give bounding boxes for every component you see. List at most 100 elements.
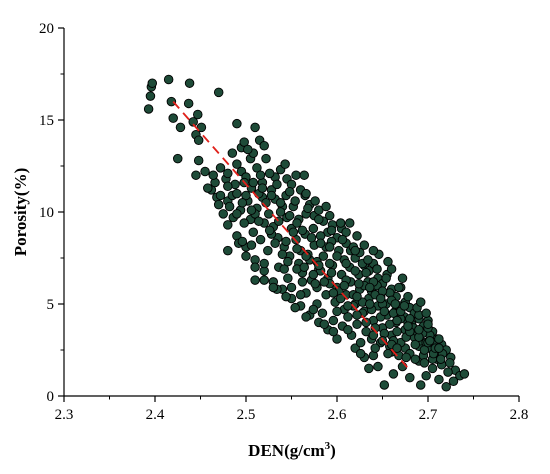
data-point xyxy=(255,234,266,245)
y-axis-ticks: 0 5 10 15 20 xyxy=(39,21,64,405)
data-point xyxy=(419,345,430,355)
data-point xyxy=(328,315,339,326)
data-point xyxy=(224,201,235,212)
data-point xyxy=(147,78,158,88)
data-point xyxy=(223,245,233,256)
data-point xyxy=(308,269,319,280)
data-point xyxy=(324,242,335,252)
data-point xyxy=(448,376,459,387)
data-point xyxy=(166,96,177,107)
data-point xyxy=(196,122,207,133)
x-axis-title-main: DEN(g/cm xyxy=(248,441,324,460)
data-point xyxy=(213,87,224,98)
data-point xyxy=(324,258,335,269)
data-point xyxy=(388,369,399,379)
data-point xyxy=(268,282,279,293)
data-point xyxy=(253,216,264,226)
data-point xyxy=(163,74,174,85)
data-point xyxy=(343,325,353,335)
data-point xyxy=(315,238,326,249)
data-point xyxy=(255,170,266,180)
data-point xyxy=(188,117,198,127)
data-point xyxy=(415,380,426,390)
data-point xyxy=(232,118,242,129)
data-point xyxy=(232,188,242,199)
data-point xyxy=(321,201,331,212)
data-point xyxy=(306,233,317,243)
x-tick-label: 2.4 xyxy=(146,407,165,423)
data-point xyxy=(365,282,375,293)
data-point xyxy=(263,245,273,256)
data-point xyxy=(270,238,280,249)
data-point xyxy=(425,336,435,346)
data-point xyxy=(443,367,453,377)
data-point xyxy=(246,240,257,250)
data-point xyxy=(297,225,308,236)
data-point xyxy=(419,358,430,368)
data-point xyxy=(257,183,268,193)
data-point xyxy=(335,218,346,228)
data-point xyxy=(288,227,299,237)
data-point xyxy=(337,234,348,245)
data-point xyxy=(355,348,366,359)
data-point xyxy=(361,267,371,278)
data-point xyxy=(295,290,306,300)
data-point xyxy=(213,199,224,210)
data-point xyxy=(341,258,351,269)
data-point xyxy=(435,354,446,364)
data-point xyxy=(227,148,238,158)
data-point xyxy=(292,218,302,228)
data-point xyxy=(237,236,248,247)
data-point xyxy=(392,315,402,326)
data-point xyxy=(246,205,257,215)
data-point xyxy=(203,183,213,193)
data-point xyxy=(250,122,260,133)
data-point xyxy=(394,282,404,293)
data-point xyxy=(350,266,360,276)
data-point xyxy=(303,203,313,214)
data-point xyxy=(359,240,370,250)
data-point xyxy=(383,348,393,359)
data-point xyxy=(248,177,259,188)
data-point xyxy=(352,310,362,320)
data-point xyxy=(361,317,371,328)
data-point xyxy=(284,210,295,221)
data-point xyxy=(352,291,362,302)
data-point xyxy=(401,352,411,363)
data-point xyxy=(264,168,275,179)
data-point xyxy=(392,326,402,337)
data-point xyxy=(279,264,289,274)
data-point xyxy=(259,258,269,269)
data-point xyxy=(299,170,309,180)
data-points xyxy=(143,74,470,392)
data-point xyxy=(250,262,260,272)
data-point xyxy=(445,358,455,368)
y-axis-title: Porosity(%) xyxy=(11,168,30,256)
data-point xyxy=(324,210,335,221)
x-tick-label: 2.5 xyxy=(237,407,256,423)
data-point xyxy=(292,244,302,254)
data-point xyxy=(215,163,226,173)
data-point xyxy=(184,78,195,88)
data-point xyxy=(280,159,290,169)
data-point xyxy=(343,301,353,311)
data-point xyxy=(193,155,204,166)
y-tick-label: 10 xyxy=(39,205,54,221)
data-point xyxy=(248,227,259,237)
x-axis-title-superscript: 3 xyxy=(325,440,331,452)
data-point xyxy=(434,374,444,385)
data-point xyxy=(239,137,249,147)
data-point xyxy=(241,251,251,261)
data-point xyxy=(310,196,320,206)
data-point xyxy=(335,293,346,304)
data-point xyxy=(191,170,201,180)
data-point xyxy=(301,312,311,322)
data-point xyxy=(290,196,300,206)
data-point xyxy=(308,304,319,315)
data-point xyxy=(193,135,204,145)
y-tick-label: 5 xyxy=(47,297,55,313)
data-point xyxy=(341,227,351,237)
y-tick-label: 15 xyxy=(39,113,54,129)
data-point xyxy=(143,104,154,114)
data-point xyxy=(283,273,293,283)
